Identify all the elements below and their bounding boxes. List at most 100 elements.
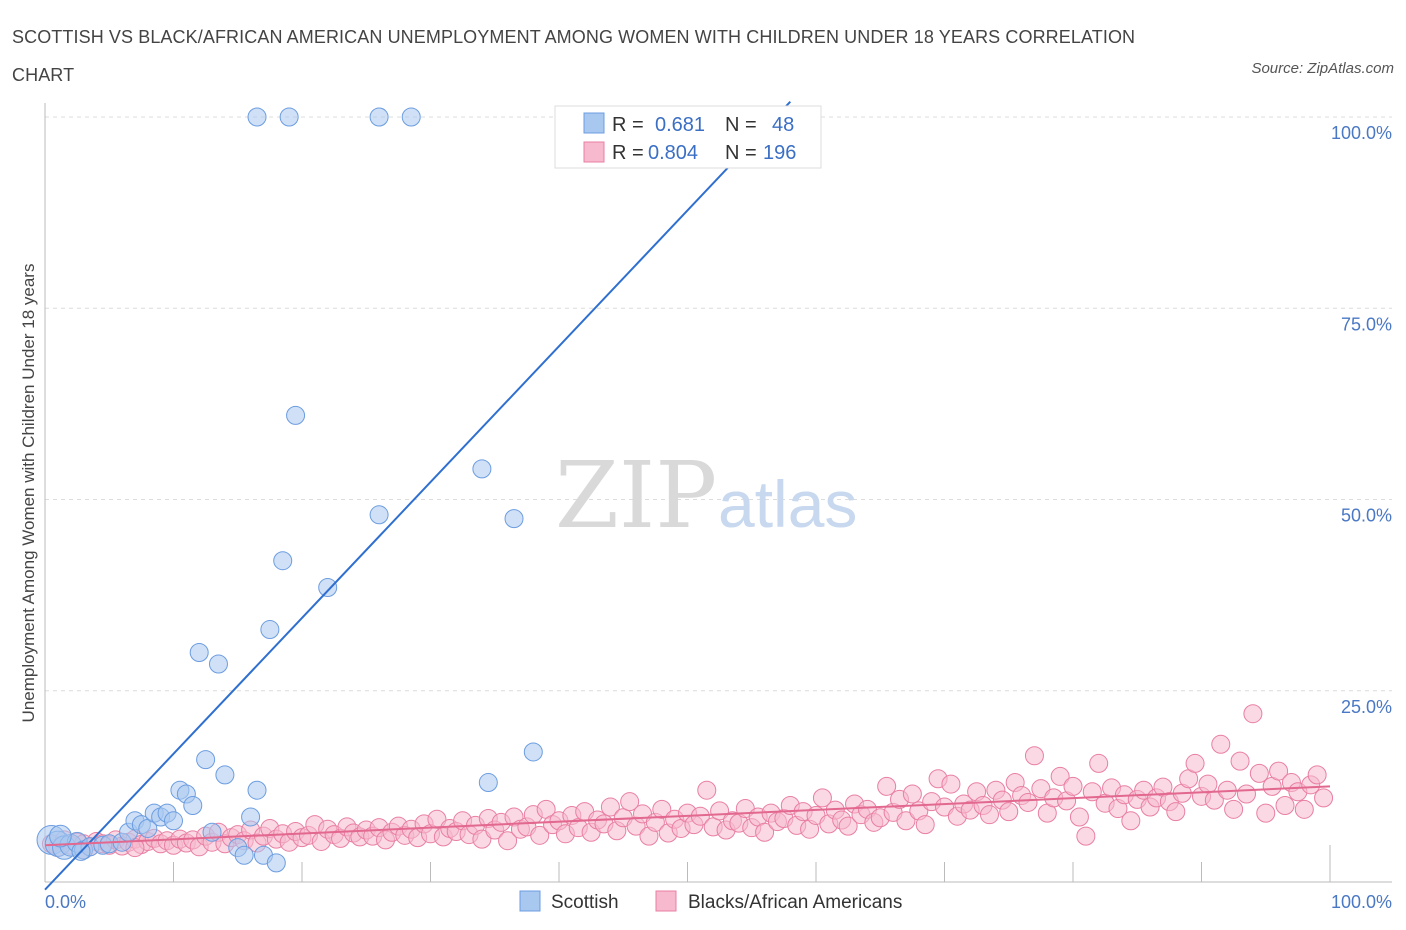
point-scottish: [215, 765, 235, 785]
point-scottish: [260, 620, 280, 640]
point-scottish: [472, 459, 492, 479]
point-scottish: [183, 796, 203, 815]
y-tick-label: 100.0%: [1331, 123, 1392, 143]
legend-r-value-2: 0.804: [648, 142, 698, 164]
tick-labels: 25.0% 50.0% 75.0% 100.0% 0.0% 100.0%: [45, 123, 1392, 912]
legend-swatch-scottish: [583, 112, 605, 134]
point-blacks: [1063, 776, 1083, 796]
point-scottish: [49, 824, 72, 848]
point-blacks: [472, 829, 492, 849]
point-scottish: [279, 107, 299, 127]
trend-lines: [44, 101, 1331, 891]
point-scottish: [241, 807, 261, 827]
bottom-legend-scottish: Scottish: [551, 892, 619, 913]
point-blacks: [1249, 763, 1269, 783]
point-blacks: [1121, 811, 1141, 831]
point-blacks: [652, 799, 672, 819]
point-blacks: [812, 788, 832, 808]
y-tick-label: 25.0%: [1341, 697, 1392, 717]
legend-n-label-1: N =: [725, 114, 757, 136]
point-blacks: [1236, 784, 1256, 804]
point-blacks: [896, 811, 916, 831]
chart-source: Source: ZipAtlas.com: [1251, 60, 1394, 77]
point-blacks: [1069, 807, 1089, 827]
legend-n-value-2: 196: [763, 142, 796, 164]
point-blacks: [1198, 774, 1218, 794]
point-scottish: [401, 107, 421, 127]
point-blacks: [1224, 799, 1244, 819]
point-scottish: [208, 654, 228, 674]
point-blacks: [1211, 734, 1231, 754]
point-blacks: [999, 802, 1019, 822]
point-blacks: [941, 774, 961, 794]
point-blacks: [620, 792, 640, 812]
point-scottish: [369, 505, 389, 525]
point-blacks: [697, 780, 717, 800]
legend-r-label-1: R =: [612, 114, 644, 136]
bottom-legend-blacks: Blacks/African Americans: [688, 892, 902, 913]
bottom-legend: Scottish Blacks/African Americans: [519, 890, 902, 913]
point-blacks: [600, 797, 620, 817]
point-blacks: [1243, 704, 1263, 724]
point-blacks: [1166, 802, 1186, 822]
point-blacks: [1089, 753, 1109, 773]
point-blacks: [1275, 796, 1295, 815]
point-scottish: [234, 845, 254, 865]
point-blacks: [1294, 799, 1314, 819]
point-scottish: [478, 773, 498, 793]
legend-r-value-1: 0.681: [655, 114, 705, 136]
point-blacks: [1314, 788, 1334, 808]
x-tick-label-left: 0.0%: [45, 892, 86, 912]
gridlines: [45, 116, 1392, 692]
chart-title: SCOTTISH VS BLACK/AFRICAN AMERICAN UNEMP…: [12, 27, 1136, 85]
axes: [44, 103, 1392, 883]
point-scottish: [266, 853, 286, 873]
point-blacks: [935, 797, 954, 817]
legend-n-label-2: N =: [725, 142, 757, 164]
point-scottish: [164, 811, 183, 831]
point-blacks: [1018, 792, 1038, 812]
point-scottish: [247, 780, 267, 800]
point-blacks: [1256, 803, 1276, 823]
point-blacks: [1031, 779, 1051, 799]
y-tick-label: 50.0%: [1341, 506, 1392, 526]
watermark-zip: ZIP: [555, 442, 717, 549]
y-axis-label: Unemployment Among Women with Children U…: [19, 264, 38, 723]
point-blacks: [838, 816, 858, 836]
point-scottish: [369, 107, 389, 127]
legend-n-value-1: 48: [772, 114, 794, 136]
point-blacks: [915, 815, 935, 835]
point-blacks: [1230, 751, 1250, 771]
trend-line-blacks: [44, 785, 1331, 847]
watermark: ZIP atlas: [555, 442, 857, 549]
legend-swatch-blacks: [583, 141, 605, 163]
point-blacks: [530, 825, 550, 845]
point-blacks: [1269, 761, 1289, 781]
point-blacks: [498, 831, 518, 851]
point-blacks: [1050, 766, 1070, 786]
point-blacks: [877, 776, 897, 796]
point-blacks: [1024, 746, 1044, 766]
point-scottish: [196, 750, 216, 770]
y-tick-label: 75.0%: [1341, 314, 1392, 334]
watermark-atlas: atlas: [718, 467, 857, 541]
x-tick-label-right: 100.0%: [1331, 892, 1392, 912]
point-scottish: [286, 405, 306, 425]
point-blacks: [1076, 826, 1096, 846]
series-scottish-points: [36, 107, 582, 873]
point-scottish: [247, 107, 267, 127]
point-scottish: [318, 577, 338, 597]
point-blacks: [979, 805, 999, 825]
point-blacks: [1307, 765, 1327, 785]
point-blacks: [755, 822, 775, 842]
point-blacks: [902, 784, 922, 804]
point-scottish: [523, 742, 543, 762]
trend-line-scottish: [44, 101, 792, 891]
bottom-legend-swatch-scottish: [519, 890, 541, 912]
point-blacks: [1185, 753, 1205, 773]
legend-box: R = 0.681 N = 48 R = 0.804 N = 196: [554, 105, 822, 169]
legend-r-label-2: R =: [612, 142, 644, 164]
point-scottish: [504, 509, 524, 529]
point-scottish: [273, 551, 293, 571]
